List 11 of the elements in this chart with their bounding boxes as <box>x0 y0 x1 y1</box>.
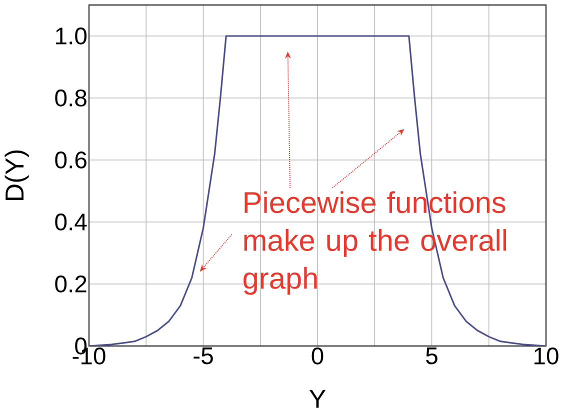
y-tick-label: 0.6 <box>55 152 86 168</box>
x-tick-label: 5 <box>426 348 438 364</box>
y-tick-label: 1.0 <box>56 28 87 44</box>
x-axis-title: Y <box>309 390 326 408</box>
y-tick-label: 0.8 <box>55 90 86 106</box>
x-tick-label: 0 <box>312 348 324 364</box>
y-tick-label: 0.2 <box>55 276 86 292</box>
x-tick-label: -5 <box>194 348 213 364</box>
y-axis-title: D(Y) <box>4 150 29 200</box>
x-tick-label: 10 <box>534 348 558 364</box>
y-tick-label: 0.4 <box>55 214 87 230</box>
